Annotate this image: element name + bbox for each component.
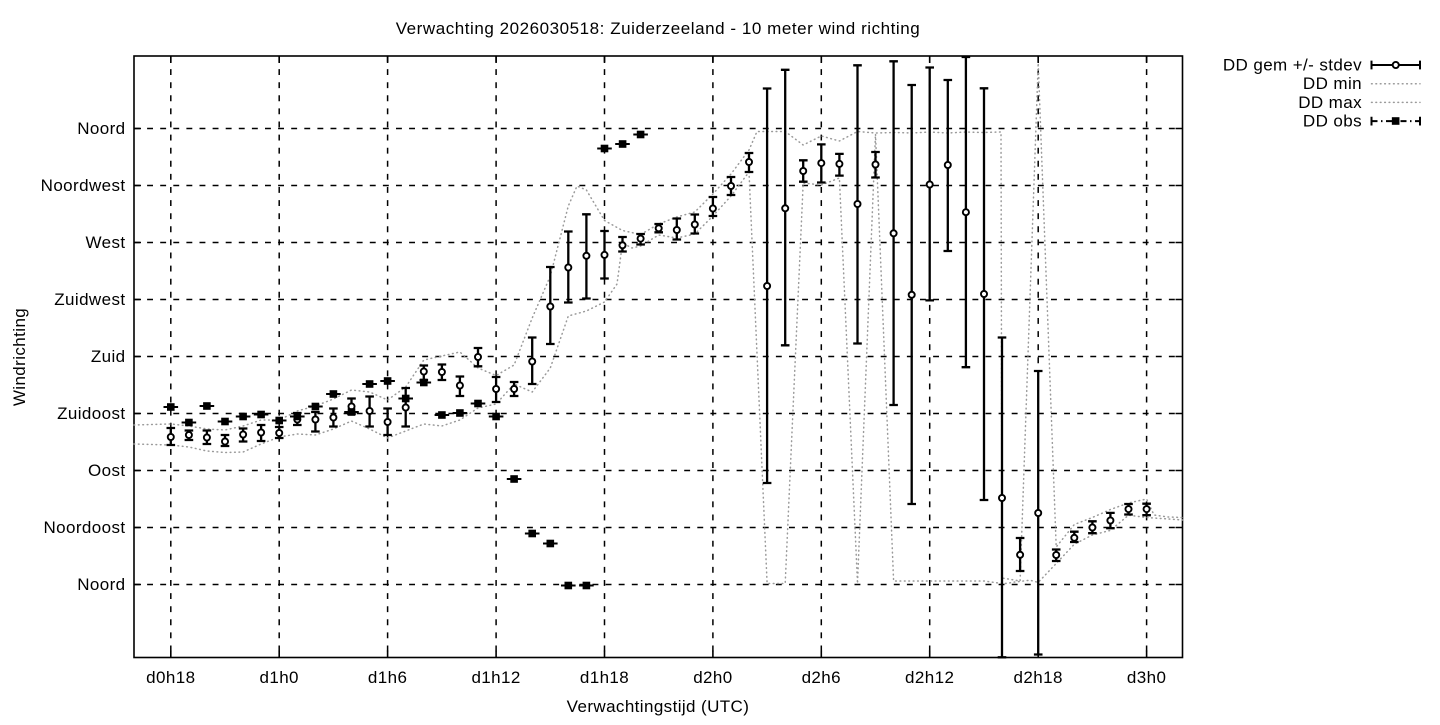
svg-text:Verwachting 2026030518: Zuider: Verwachting 2026030518: Zuiderzeeland - … xyxy=(396,19,921,38)
svg-text:d2h12: d2h12 xyxy=(905,668,954,687)
svg-text:d1h6: d1h6 xyxy=(368,668,407,687)
svg-text:Zuid: Zuid xyxy=(91,347,126,366)
svg-text:West: West xyxy=(85,233,125,252)
svg-text:Verwachtingstijd (UTC): Verwachtingstijd (UTC) xyxy=(567,697,750,716)
svg-text:DD min: DD min xyxy=(1303,74,1362,93)
svg-text:DD gem +/- stdev: DD gem +/- stdev xyxy=(1223,56,1362,75)
svg-text:DD obs: DD obs xyxy=(1303,112,1362,131)
svg-text:DD max: DD max xyxy=(1298,93,1362,112)
svg-text:d3h0: d3h0 xyxy=(1127,668,1166,687)
svg-text:d0h18: d0h18 xyxy=(146,668,195,687)
svg-text:d1h0: d1h0 xyxy=(259,668,298,687)
svg-text:d2h0: d2h0 xyxy=(693,668,732,687)
svg-text:Zuidwest: Zuidwest xyxy=(54,290,125,309)
svg-text:Noordoost: Noordoost xyxy=(43,518,125,537)
svg-text:Zuidoost: Zuidoost xyxy=(57,404,125,423)
svg-text:Oost: Oost xyxy=(88,461,126,480)
svg-text:d2h6: d2h6 xyxy=(802,668,841,687)
svg-text:d1h12: d1h12 xyxy=(471,668,520,687)
svg-text:Noord: Noord xyxy=(77,119,125,138)
svg-text:Noordwest: Noordwest xyxy=(41,176,126,195)
svg-text:d2h18: d2h18 xyxy=(1014,668,1063,687)
svg-text:Noord: Noord xyxy=(77,575,125,594)
svg-text:Windrichting: Windrichting xyxy=(10,308,29,406)
svg-text:d1h18: d1h18 xyxy=(580,668,629,687)
